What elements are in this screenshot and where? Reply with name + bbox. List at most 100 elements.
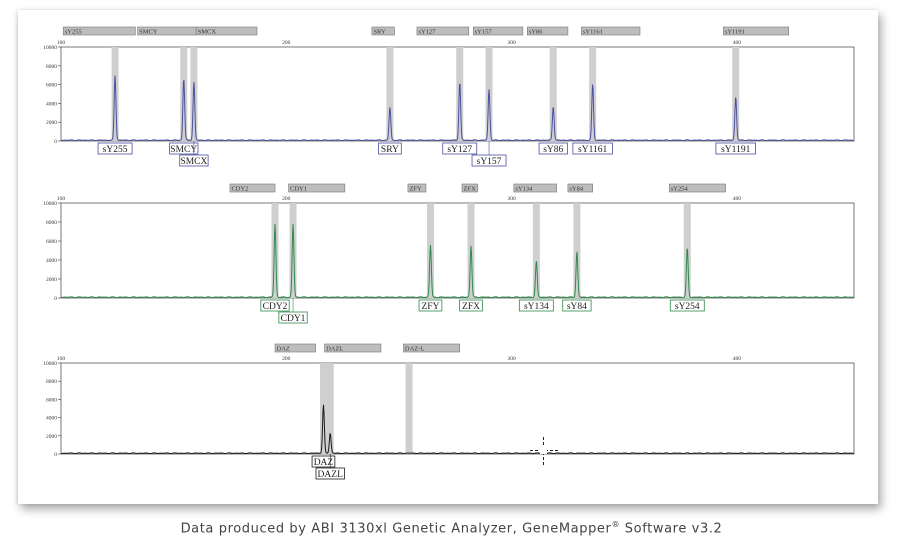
peak-label-box <box>442 142 478 155</box>
bin-box <box>567 183 593 193</box>
peak-label-box <box>669 299 705 312</box>
bin-label: sY157 <box>475 29 493 36</box>
peak-label: sY1191 <box>721 145 750 155</box>
bin-label: SMCX <box>198 29 217 36</box>
x-tick-label: 100 <box>57 356 66 362</box>
peak-label-box <box>459 299 483 312</box>
x-tick-label: 400 <box>733 196 742 202</box>
bin-box <box>581 26 641 36</box>
allele-marker-bar <box>456 47 464 141</box>
bin-label: DAZ <box>277 346 290 353</box>
y-tick-label: 4000 <box>46 416 57 422</box>
y-tick-label: 10000 <box>43 361 57 367</box>
crosshair-cursor-icon <box>530 437 558 465</box>
bin-label: DAZ-L <box>405 346 425 353</box>
allele-marker-bar <box>732 47 740 141</box>
y-tick-label: 0 <box>54 452 57 458</box>
y-tick-label: 10000 <box>43 45 57 51</box>
peak-label: SMCY <box>170 145 197 155</box>
peak-label: sY134 <box>524 302 549 312</box>
allele-marker-bar <box>180 47 188 141</box>
bin-box <box>324 343 382 353</box>
x-tick-label: 200 <box>282 196 291 202</box>
plot-area <box>60 362 855 455</box>
y-tick-label: 2000 <box>46 120 57 126</box>
peak-label: sY254 <box>675 302 700 312</box>
bin-box <box>416 26 470 36</box>
peak-label-box <box>562 299 592 312</box>
peak-label: sY127 <box>447 145 472 155</box>
x-tick-label: 200 <box>282 356 291 362</box>
y-tick-label: 8000 <box>46 64 57 70</box>
bin-box <box>62 26 136 36</box>
y-tick-label: 6000 <box>46 83 57 89</box>
bin-label: ZFX <box>464 186 477 193</box>
allele-marker-bar <box>386 47 394 141</box>
allele-marker-bar <box>573 203 581 298</box>
bin-box <box>195 26 258 36</box>
bin-box <box>407 183 427 193</box>
peak-label: CDY2 <box>263 302 288 312</box>
allele-marker-bar <box>405 363 413 454</box>
y-tick-label: 0 <box>54 139 57 145</box>
allele-marker-bar <box>271 203 279 298</box>
peak-label-box <box>260 299 290 312</box>
x-tick-label: 400 <box>733 40 742 46</box>
bin-label: CDY2 <box>231 186 248 193</box>
allele-marker-bar <box>532 203 540 298</box>
peak-label: ZFY <box>421 302 439 312</box>
allele-marker-bar <box>190 47 198 141</box>
figure-caption: Data produced by ABI 3130xl Genetic Anal… <box>0 520 903 536</box>
bin-box <box>668 183 726 193</box>
peak-label-box <box>715 142 756 155</box>
x-tick-label: 400 <box>733 356 742 362</box>
y-tick-label: 4000 <box>46 101 57 107</box>
y-tick-label: 6000 <box>46 397 57 403</box>
peak-label: DAZ <box>314 458 334 468</box>
bin-label: sY1161 <box>583 29 603 36</box>
peak-label: sY157 <box>477 157 502 167</box>
y-tick-label: 2000 <box>46 277 57 283</box>
x-tick-label: 200 <box>282 40 291 46</box>
y-tick-label: 10000 <box>43 201 57 207</box>
bin-label: sY127 <box>418 29 436 36</box>
caption-suffix: Software v3.2 <box>620 521 723 537</box>
peak-label: sY86 <box>543 145 563 155</box>
bin-box <box>274 343 316 353</box>
x-tick-label: 300 <box>507 196 516 202</box>
peak-label: sY255 <box>103 145 128 155</box>
peak-label-box <box>418 299 443 312</box>
bin-label: ZFY <box>409 186 422 193</box>
trace-line <box>60 224 855 299</box>
y-tick-label: 2000 <box>46 434 57 440</box>
peak-label-box <box>518 299 554 312</box>
bin-box <box>461 183 479 193</box>
caption-registered-mark: ® <box>611 520 621 529</box>
bin-label: CDY1 <box>290 186 307 193</box>
bin-box <box>513 183 557 193</box>
y-tick-label: 0 <box>54 296 57 302</box>
peak-label: CDY1 <box>281 314 306 324</box>
peak-label-box <box>538 142 568 155</box>
panel-2: CDY2 CDY1 ZFY ZFX sY134 sY84 sY254 100 200 300 400… <box>43 183 855 324</box>
bin-label: SMCY <box>139 29 158 36</box>
y-tick-label: 8000 <box>46 379 57 385</box>
bin-label: DAZL <box>326 346 343 353</box>
panel-1: sY255 SMCY SMCX SRY sY127 sY157 sY86 sY1161 sY11… <box>43 26 855 167</box>
peak-label: SMCX <box>180 157 207 167</box>
bin-label: SRY <box>373 29 386 36</box>
peak-label-box <box>97 142 133 155</box>
peak-label: SRY <box>381 145 399 155</box>
bin-label: sY86 <box>529 29 543 36</box>
trace-line <box>60 75 855 142</box>
x-tick-label: 300 <box>507 40 516 46</box>
x-tick-label: 100 <box>57 40 66 46</box>
allele-marker-bar <box>111 47 119 141</box>
bin-label: sY1191 <box>725 29 745 36</box>
trace-line <box>60 404 855 455</box>
electropherogram-frame: sY255 SMCY SMCX SRY sY127 sY157 sY86 sY1161 sY11… <box>18 10 878 504</box>
x-tick-label: 300 <box>507 356 516 362</box>
bin-label: sY134 <box>515 186 533 193</box>
allele-marker-bar <box>289 203 297 298</box>
allele-marker-bar <box>326 363 334 454</box>
